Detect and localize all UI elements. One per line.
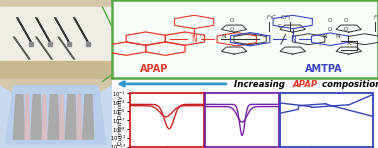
- Polygon shape: [65, 95, 76, 139]
- Bar: [67, 42, 71, 46]
- Text: $F_3C$   $CF_3$: $F_3C$ $CF_3$: [373, 13, 378, 22]
- Bar: [0, 61, 112, 78]
- Text: N: N: [322, 34, 327, 39]
- Text: /: /: [281, 33, 285, 46]
- Text: O: O: [229, 18, 234, 23]
- Polygon shape: [42, 95, 47, 139]
- Text: Current Density: Current Density: [118, 95, 123, 145]
- Polygon shape: [25, 95, 29, 139]
- Text: N: N: [221, 34, 226, 39]
- Text: N: N: [290, 35, 296, 44]
- Text: O: O: [328, 27, 332, 32]
- Text: $F_3C$   $CF_3$: $F_3C$ $CF_3$: [266, 13, 293, 22]
- Text: x: x: [347, 41, 351, 46]
- Text: O: O: [328, 18, 332, 23]
- Polygon shape: [82, 95, 94, 139]
- Text: O: O: [229, 27, 234, 32]
- Polygon shape: [13, 95, 25, 139]
- Polygon shape: [60, 95, 64, 139]
- Text: N: N: [191, 35, 197, 44]
- Text: APAP: APAP: [140, 64, 168, 74]
- Bar: [48, 42, 52, 46]
- Text: Increasing: Increasing: [234, 80, 288, 89]
- Text: O: O: [344, 27, 348, 32]
- Bar: [86, 42, 90, 46]
- Wedge shape: [0, 0, 161, 104]
- Polygon shape: [31, 95, 42, 139]
- Polygon shape: [77, 95, 81, 139]
- Bar: [0, 7, 112, 78]
- Text: composition: composition: [319, 80, 378, 89]
- Text: APAP: APAP: [293, 80, 318, 89]
- Polygon shape: [6, 86, 106, 144]
- Text: C: C: [277, 24, 281, 29]
- Bar: [0, 78, 112, 148]
- Bar: [29, 42, 33, 46]
- Text: O: O: [344, 18, 348, 23]
- Polygon shape: [48, 95, 59, 139]
- Text: AMTPA: AMTPA: [305, 64, 342, 74]
- Bar: [0, 0, 112, 78]
- Text: N: N: [336, 34, 341, 39]
